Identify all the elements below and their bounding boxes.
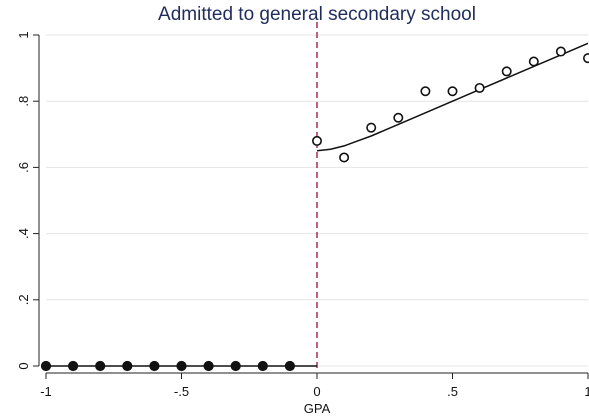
x-tick-label-3: .5 [447, 384, 458, 399]
y-tick-label-0: 0 [16, 362, 31, 369]
y-tick-label-1: .2 [16, 294, 31, 305]
data-point-s0-3 [122, 360, 133, 372]
y-tick-label-4: .8 [16, 96, 31, 107]
data-point-s0-4 [149, 360, 160, 372]
y-tick-label-3: .6 [16, 162, 31, 173]
data-point-s1-2 [366, 122, 377, 133]
y-tick-label-2: .4 [16, 228, 31, 239]
chart-title: Admitted to general secondary school [158, 4, 476, 25]
data-point-s1-8 [528, 56, 539, 67]
axes: -1 -.5 0 .5 1 0 .2 .4 .6 .8 1 [16, 31, 589, 399]
data-point-s1-5 [447, 86, 458, 97]
data-point-s0-2 [95, 360, 106, 372]
x-tick-label-4: 1 [584, 384, 589, 399]
data-point-s0-1 [68, 360, 79, 372]
x-tick-label-0: -1 [40, 384, 52, 399]
x-tick-label-1: -.5 [174, 384, 189, 399]
fit-line-1 [316, 42, 589, 152]
data-point-s1-4 [420, 86, 431, 97]
data-point-s1-7 [501, 66, 512, 77]
data-point-s0-8 [257, 360, 268, 372]
data-point-s0-6 [203, 360, 214, 372]
x-axis-label: GPA [304, 401, 331, 416]
data-point-s1-6 [474, 82, 485, 93]
data-point-s1-10 [583, 53, 589, 64]
y-tick-label-5: 1 [16, 31, 31, 38]
data-point-s1-3 [393, 112, 404, 123]
data-markers [40, 46, 589, 372]
data-point-s0-7 [230, 360, 241, 372]
data-point-s1-9 [555, 46, 566, 57]
data-point-s1-0 [311, 135, 322, 146]
data-point-s0-9 [284, 360, 295, 372]
data-point-s1-1 [339, 152, 350, 163]
x-tick-label-2: 0 [313, 384, 320, 399]
data-point-s0-5 [176, 360, 187, 372]
data-point-s0-0 [40, 360, 52, 372]
